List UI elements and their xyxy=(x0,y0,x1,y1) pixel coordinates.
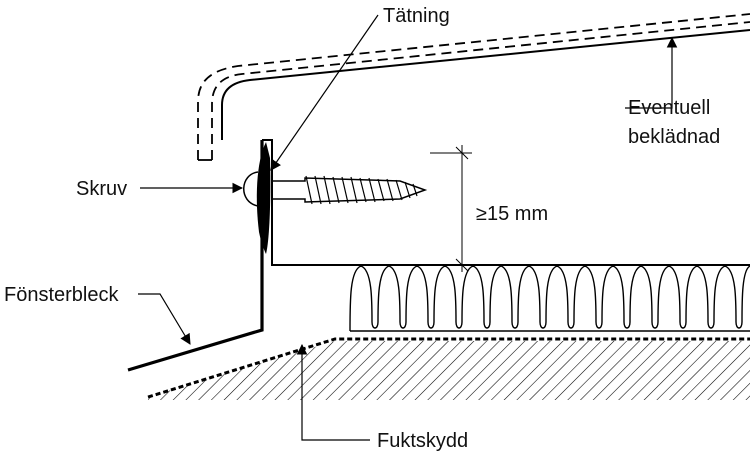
window-sill-flashing xyxy=(127,140,264,372)
insulation-strip xyxy=(349,265,750,332)
clearance-dimension xyxy=(430,145,472,272)
moisture-barrier-line xyxy=(147,337,750,399)
optional-cladding-inner xyxy=(211,21,750,160)
label-moisture-barrier: Fuktskydd xyxy=(377,430,468,452)
sealing-strip xyxy=(256,142,271,254)
screw-shank xyxy=(271,175,428,205)
leader-cladding xyxy=(625,36,678,109)
label-clearance: ≥15 mm xyxy=(476,203,548,225)
screw-head xyxy=(243,171,259,207)
leader-window-sill xyxy=(138,293,191,345)
label-optional-cladding-2: beklädnad xyxy=(628,126,720,148)
label-optional-cladding-1: Eventuell xyxy=(628,97,710,119)
optional-cladding-outer xyxy=(197,13,750,160)
sash-profile xyxy=(221,29,750,140)
leader-sealing xyxy=(270,14,379,171)
label-screw: Skruv xyxy=(76,178,127,200)
window-frame-outline xyxy=(262,139,750,266)
label-sealing: Tätning xyxy=(383,5,450,27)
leader-moisture-barrier xyxy=(296,343,370,441)
label-window-sill-flashing: Fönsterbleck xyxy=(4,284,119,306)
